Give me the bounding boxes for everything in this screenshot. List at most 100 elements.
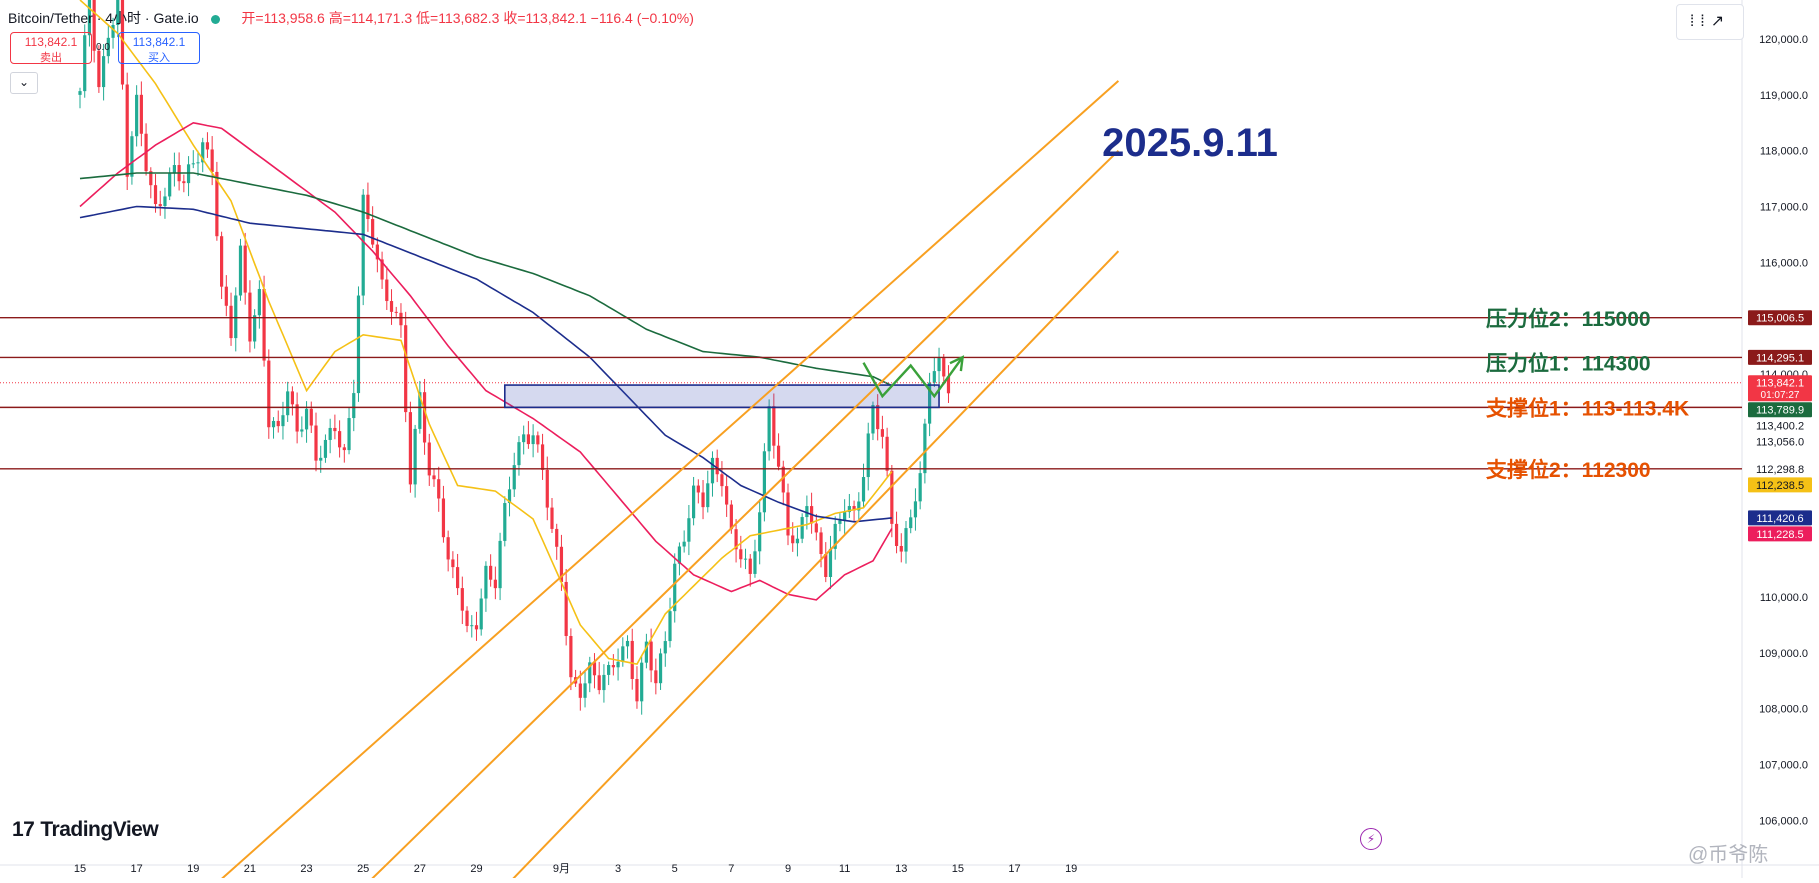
candle-body (451, 559, 455, 568)
candle-body (78, 91, 82, 95)
candle-body (866, 433, 870, 478)
sell-button[interactable]: 113,842.1 卖出 (10, 32, 92, 64)
channel-line (366, 149, 1120, 883)
x-tick-label: 13 (895, 863, 907, 875)
candle-body (555, 528, 559, 547)
buy-label: 买入 (148, 52, 170, 64)
candle-body (87, 0, 92, 36)
candle-body (701, 492, 705, 508)
candle-body (909, 517, 913, 529)
price-axis-label: 113,056.0 (1748, 434, 1812, 450)
candle-body (380, 259, 384, 280)
price-axis-label-text: 112,238.5 (1756, 480, 1804, 492)
x-tick-label: 27 (414, 863, 426, 875)
candle-body (295, 404, 299, 432)
y-tick-label: 107,000.0 (1759, 760, 1808, 772)
candle-body (479, 598, 483, 630)
candle-body (309, 408, 313, 426)
level-annotation: 支撑位1：113-113.4K (1486, 396, 1689, 420)
x-tick-label: 3 (615, 863, 621, 875)
candle-body (937, 358, 941, 372)
candle-body (616, 661, 620, 668)
candle-body (234, 295, 238, 339)
x-tick-label: 11 (839, 863, 850, 875)
candle-body (720, 474, 724, 487)
price-axis-label-bg (1748, 461, 1812, 477)
candle-body (437, 479, 441, 499)
candle-body (182, 181, 186, 184)
candle-body (871, 405, 875, 434)
price-axis-label-bg (1748, 477, 1812, 493)
candle-body (946, 376, 951, 394)
price-axis-label: 111,420.6 (1748, 510, 1812, 526)
candle-body (583, 683, 587, 698)
candle-body (224, 286, 228, 306)
line-tool-icon[interactable]: ⁞⁞↗ (1676, 4, 1744, 40)
buy-button[interactable]: 113,842.1 买入 (118, 32, 200, 64)
candle-body (385, 279, 389, 302)
x-tick-label: 7 (728, 863, 734, 875)
candle-body (493, 579, 497, 589)
price-axis-label-bg (1748, 375, 1812, 402)
market-status-icon (210, 14, 220, 24)
candle-body (489, 565, 493, 580)
channel-line (215, 80, 1120, 883)
candle-body (857, 501, 861, 511)
candle-body (890, 470, 894, 524)
candle-body (470, 625, 474, 627)
candle-body (163, 196, 167, 207)
candle-body (526, 434, 530, 445)
candle-body (668, 611, 672, 642)
candle-body (748, 558, 752, 574)
sell-price: 113,842.1 (24, 35, 78, 49)
candle-body (852, 506, 856, 511)
symbol-title[interactable]: Bitcoin/Tether · 4小时 · Gate.io (8, 10, 199, 26)
candle-body (97, 50, 101, 88)
watermark: @币爷陈 (1688, 844, 1769, 866)
candle-body (899, 545, 903, 552)
candle-body (918, 473, 922, 502)
spread-value: 0.0 (96, 42, 110, 53)
candle-body (621, 646, 625, 662)
price-axis-label: 113,842.101:07:27 (1748, 375, 1812, 402)
y-tick-label: 106,000.0 (1759, 815, 1808, 827)
candle-body (913, 501, 918, 518)
candle-body (531, 435, 535, 445)
candle-body (564, 581, 568, 637)
price-axis-label-text: 113,842.1 (1756, 378, 1804, 390)
candle-body (814, 523, 818, 533)
lightning-icon[interactable]: ⚡ (1360, 828, 1382, 850)
candle-body (597, 675, 601, 691)
candle-body (286, 391, 290, 416)
candle-body (824, 554, 828, 577)
candle-body (706, 483, 710, 508)
tradingview-logo: 17 TradingView (12, 818, 159, 841)
price-axis-label-text: 115,006.5 (1756, 313, 1804, 325)
candle-body (710, 457, 715, 484)
candle-body (432, 475, 436, 480)
candle-body (413, 428, 417, 485)
countdown-label: 01:07:27 (1761, 390, 1800, 401)
candle-body (149, 171, 153, 186)
price-axis-label: 114,295.1 (1748, 349, 1812, 365)
candle-body (545, 469, 549, 508)
y-tick-label: 110,000.0 (1760, 592, 1808, 604)
candle-body (361, 194, 365, 296)
price-axis-label-bg (1748, 349, 1812, 365)
chevron-down-icon[interactable]: ⌄ (10, 72, 38, 94)
candle-body (630, 640, 634, 680)
candle-body (366, 194, 370, 220)
candle-body (267, 360, 271, 428)
level-annotation: 压力位2：115000 (1486, 307, 1651, 331)
candle-body (843, 512, 847, 521)
x-tick-label: 15 (74, 863, 86, 875)
candle-body (800, 517, 804, 539)
candle-body (682, 541, 686, 547)
candle-body (687, 518, 691, 542)
price-axis-label-text: 111,228.5 (1756, 529, 1803, 541)
candle-body (805, 506, 809, 518)
candle-body (262, 288, 266, 361)
candle-body (517, 442, 521, 466)
